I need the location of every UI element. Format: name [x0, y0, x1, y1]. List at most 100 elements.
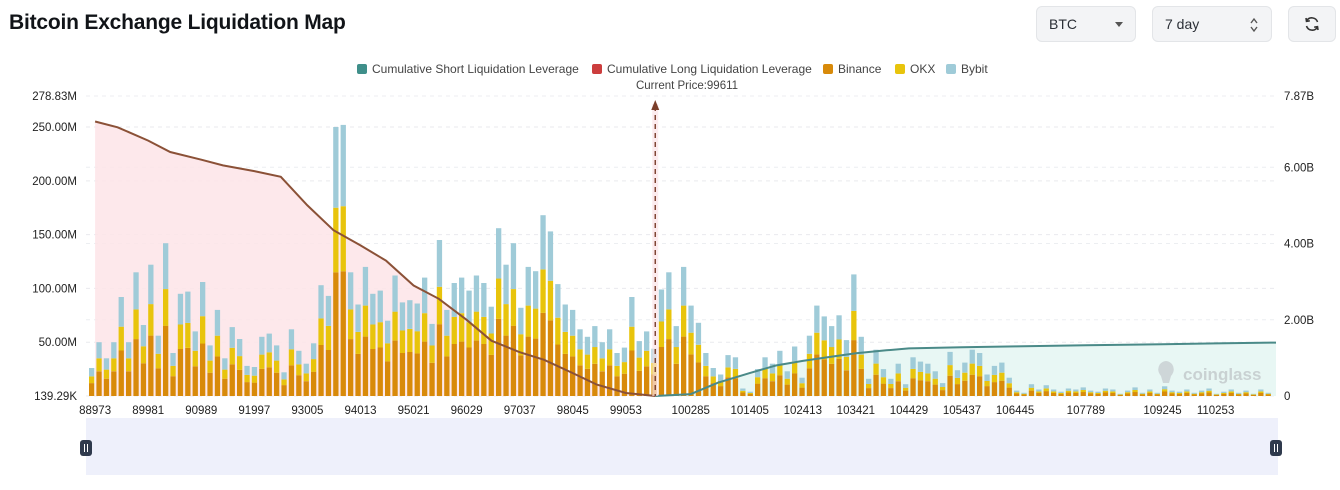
slider-handle-left[interactable] — [80, 440, 92, 456]
bar-bybit — [392, 275, 398, 312]
legend-item-long[interactable]: Cumulative Long Liquidation Leverage — [592, 62, 812, 76]
y-tick-left: 278.83M — [32, 91, 77, 103]
bar-binance — [903, 390, 909, 396]
bar-okx — [954, 377, 961, 385]
bar-binance — [1051, 393, 1057, 396]
bar-okx — [436, 286, 443, 325]
legend-item-okx[interactable]: OKX — [895, 62, 935, 76]
bar-binance — [510, 325, 517, 396]
legend-swatch-bybit — [946, 64, 956, 74]
bar-bybit — [155, 335, 161, 354]
bar-binance — [1243, 393, 1249, 396]
watermark-text: coinglass — [1183, 365, 1261, 384]
x-tick: 105437 — [943, 405, 981, 417]
bar-okx — [555, 317, 561, 345]
bar-okx — [895, 373, 901, 382]
period-select[interactable]: 7 day — [1152, 6, 1272, 42]
bar-binance — [266, 367, 272, 396]
x-tick: 110253 — [1197, 405, 1235, 417]
refresh-button[interactable] — [1288, 6, 1336, 42]
x-tick: 106445 — [996, 405, 1034, 417]
bar-binance — [1132, 392, 1138, 396]
chart-legend: Cumulative Short Liquidation Leverage Cu… — [357, 62, 988, 76]
bar-okx — [777, 364, 783, 376]
bar-okx — [851, 310, 857, 341]
bar-okx — [525, 305, 531, 337]
bar-okx — [888, 383, 894, 388]
bar-okx — [932, 378, 938, 385]
bar-okx — [288, 349, 295, 366]
bar-bybit — [399, 302, 406, 331]
bar-bybit — [303, 363, 309, 374]
bar-binance — [984, 386, 990, 396]
bar-okx — [244, 374, 250, 383]
bar-bybit — [296, 350, 302, 365]
range-slider[interactable] — [80, 418, 1282, 475]
bar-binance — [311, 371, 317, 396]
bar-okx — [592, 347, 598, 364]
bar-bybit — [740, 388, 746, 391]
coinglass-logo-icon — [1158, 361, 1174, 383]
bar-binance — [799, 387, 805, 396]
bar-binance — [977, 376, 983, 396]
bar-bybit — [673, 326, 679, 348]
bar-okx — [192, 350, 198, 367]
bar-bybit — [473, 275, 480, 312]
slider-handle-right[interactable] — [1270, 440, 1282, 456]
liquidation-chart[interactable]: Cumulative Short Liquidation Leverage Cu… — [0, 52, 1340, 485]
bar-binance — [237, 369, 243, 396]
bar-okx — [1080, 390, 1086, 393]
bar-binance — [577, 365, 583, 396]
bar-okx — [688, 332, 694, 355]
bar-okx — [518, 334, 524, 356]
bar-okx — [407, 329, 413, 352]
bar-bybit — [207, 345, 213, 361]
bar-bybit — [414, 303, 420, 332]
bar-bybit — [177, 293, 184, 325]
bar-binance — [163, 325, 169, 396]
bar-binance — [296, 375, 302, 396]
bar-okx — [111, 358, 117, 372]
y-tick-left: 100.00M — [32, 283, 77, 295]
legend-item-bybit[interactable]: Bybit — [946, 62, 988, 76]
bar-okx — [762, 368, 768, 379]
bar-bybit — [348, 272, 354, 310]
bar-okx — [1132, 390, 1138, 393]
bar-okx — [103, 369, 110, 379]
bar-okx — [96, 358, 102, 372]
bar-bybit — [325, 295, 332, 326]
bar-okx — [562, 332, 568, 354]
bar-binance — [274, 372, 280, 396]
legend-swatch-binance — [823, 64, 833, 74]
legend-item-binance[interactable]: Binance — [823, 62, 882, 76]
bar-okx — [940, 387, 946, 391]
bar-okx — [1213, 394, 1220, 395]
bar-okx — [1199, 392, 1205, 394]
bar-bybit — [1184, 389, 1190, 392]
bar-binance — [96, 371, 102, 396]
legend-swatch-short — [357, 64, 367, 74]
bar-okx — [792, 361, 798, 374]
coin-select[interactable]: BTC — [1036, 6, 1136, 42]
bar-binance — [140, 363, 147, 396]
bar-okx — [880, 377, 887, 384]
bar-binance — [429, 362, 435, 396]
bar-okx — [1021, 393, 1027, 395]
bar-bybit — [133, 272, 139, 310]
bar-okx — [1154, 393, 1160, 395]
bar-binance — [325, 350, 332, 396]
bar-bybit — [977, 353, 983, 366]
liquidation-bars — [89, 124, 1271, 396]
bar-bybit — [903, 384, 909, 388]
bar-okx — [303, 373, 309, 382]
bar-bybit — [917, 361, 924, 372]
current-price-arrow — [651, 100, 660, 110]
bar-bybit — [89, 368, 95, 377]
legend-item-short[interactable]: Cumulative Short Liquidation Leverage — [357, 62, 579, 76]
y-tick-right: 4.00B — [1284, 239, 1314, 251]
bar-binance — [636, 370, 642, 396]
bar-binance — [155, 368, 161, 396]
page-title: Bitcoin Exchange Liquidation Map — [9, 11, 346, 34]
bar-okx — [274, 360, 280, 373]
bar-binance — [688, 354, 694, 396]
